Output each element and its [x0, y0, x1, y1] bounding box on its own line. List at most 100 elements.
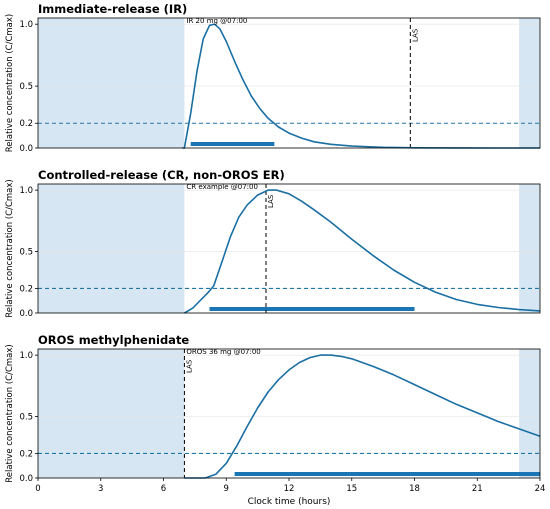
x-axis-label: Clock time (hours)	[248, 497, 331, 507]
curve-point-24	[498, 307, 499, 308]
panel-1: LAS IR 20 mg @07:00 0.0 0.2 0.5 1.0 Relative c…	[5, 2, 541, 154]
curve-point-9	[278, 379, 279, 380]
curve-point-10	[234, 61, 235, 62]
dose-annotation: CR example @07:00	[186, 183, 258, 191]
curve-point-22	[477, 412, 478, 413]
curve-point-19	[393, 269, 394, 270]
curve-point-19	[330, 144, 331, 145]
curve-point-4	[207, 293, 208, 294]
y-axis-label: Relative concentration (C/Cmax)	[5, 14, 15, 152]
curve-point-10	[288, 369, 289, 370]
axes-frame	[37, 17, 541, 149]
curve-point-17	[351, 239, 352, 240]
curve-point-21	[456, 404, 457, 405]
effect-window-bar	[209, 307, 415, 311]
dose-annotation: OROS 36 mg @07:00	[186, 348, 260, 356]
curve-point-15	[341, 356, 342, 357]
curve-point-23	[498, 421, 499, 422]
curve-point-18	[372, 255, 373, 256]
curve-point-14	[267, 118, 268, 119]
curve-point-5	[213, 285, 214, 286]
panel-title: Immediate-release (IR)	[38, 2, 187, 16]
curve-point-3	[190, 113, 191, 114]
las-label: LAS	[411, 28, 419, 42]
curve-point-15	[278, 126, 279, 127]
curve-point-24	[518, 428, 519, 429]
shaded-interval-1	[38, 18, 185, 148]
curve-point-2	[192, 307, 193, 308]
y-tick-label-4: 1.0	[19, 351, 33, 361]
x-tick-label-7: 18	[409, 484, 420, 494]
shaded-interval-1	[38, 184, 185, 313]
y-axis-label: Relative concentration (C/Cmax)	[5, 179, 15, 317]
curve-point-19	[414, 384, 415, 385]
curve-point-16	[330, 221, 331, 222]
panel-title: Controlled-release (CR, non-OROS ER)	[38, 168, 285, 182]
curve-point-5	[203, 38, 204, 39]
curve-point-8	[267, 391, 268, 392]
curve-point-12	[309, 357, 310, 358]
y-tick-label-3: 0.5	[19, 248, 33, 258]
x-tick-label-1: 0	[35, 484, 40, 494]
curve-point-13	[288, 193, 289, 194]
curve-point-22	[456, 299, 457, 300]
curve-point-5	[236, 445, 237, 446]
curve-point-12	[276, 190, 277, 191]
y-tick-label-2: 0.2	[19, 284, 33, 294]
effect-window-bar	[234, 472, 540, 476]
panel-2: LAS CR example @07:00 0.0 0.2 0.5 1.0 Relative…	[5, 168, 541, 319]
dose-annotation: IR 20 mg @07:00	[186, 17, 247, 25]
curve-point-6	[209, 25, 210, 26]
curve-point-14	[330, 355, 331, 356]
shaded-interval-1	[38, 349, 185, 478]
curve-point-23	[477, 304, 478, 305]
axes-frame	[37, 183, 541, 314]
concentration-curve	[184, 354, 541, 479]
curve-point-20	[351, 146, 352, 147]
curve-point-8	[219, 29, 220, 30]
curve-point-10	[257, 194, 258, 195]
curve-point-9	[247, 204, 248, 205]
curve-point-4	[226, 463, 227, 464]
y-tick-label-2: 0.2	[19, 449, 33, 459]
curve-point-3	[215, 474, 216, 475]
effect-window-bar	[190, 142, 275, 146]
y-tick-label-4: 1.0	[19, 186, 33, 196]
curve-point-20	[435, 394, 436, 395]
y-tick-label-1: 0.0	[19, 144, 33, 154]
y-tick-label-4: 1.0	[19, 20, 33, 30]
curve-point-18	[314, 141, 315, 142]
curve-point-11	[267, 190, 268, 191]
curve-point-20	[414, 282, 415, 283]
curve-point-8	[238, 217, 239, 218]
las-label: LAS	[185, 359, 193, 373]
curve-point-6	[221, 261, 222, 262]
curve-point-11	[299, 362, 300, 363]
shaded-interval-2	[519, 184, 540, 313]
y-tick-label-2: 0.2	[19, 119, 33, 129]
concentration-curve	[182, 23, 540, 149]
x-tick-label-3: 6	[161, 484, 166, 494]
y-tick-label-1: 0.0	[19, 474, 33, 484]
curve-point-14	[301, 201, 302, 202]
curve-point-13	[320, 355, 321, 356]
curve-point-7	[257, 407, 258, 408]
curve-point-11	[242, 79, 243, 80]
y-tick-label-1: 0.0	[19, 309, 33, 319]
curve-point-15	[314, 209, 315, 210]
curve-point-17	[372, 366, 373, 367]
shaded-interval-2	[519, 349, 540, 478]
curve-point-12	[251, 95, 252, 96]
curve-point-6	[247, 426, 248, 427]
concentration-curve	[183, 189, 541, 314]
x-tick-label-8: 21	[472, 484, 483, 494]
curve-point-4	[196, 71, 197, 72]
x-tick-label-6: 15	[346, 484, 357, 494]
curve-point-21	[435, 292, 436, 293]
shaded-interval-2	[519, 18, 540, 148]
y-tick-label-3: 0.5	[19, 413, 33, 423]
curve-point-9	[226, 41, 227, 42]
panel-3: LAS OROS 36 mg @07:00 0.0 0.2 0.5 1.0 0 3 6 9 12 15…	[5, 333, 545, 507]
curve-point-13	[259, 108, 260, 109]
